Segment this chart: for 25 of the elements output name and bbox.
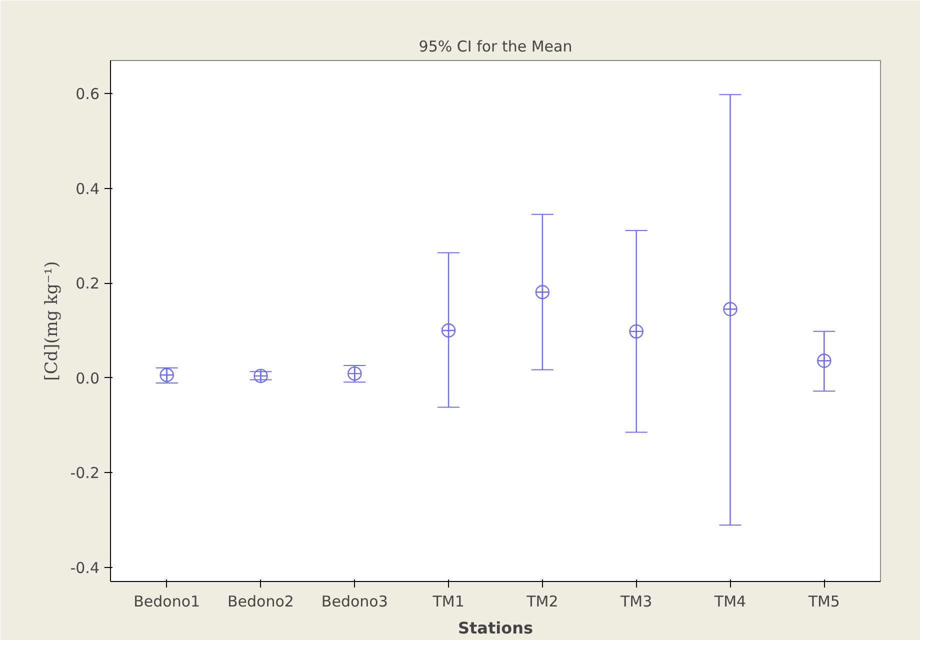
x-tick-label: TM5 [807,592,840,610]
point [441,323,456,338]
y-tick-label: -0.4 [70,558,100,577]
point [723,302,738,316]
point [160,368,174,382]
point [629,324,644,339]
x-tick-label: TM3 [620,592,652,610]
point [817,354,832,368]
chart-title: 95% CI for the Mean [418,38,572,56]
y-tick-label: 0.6 [76,85,100,104]
x-tick-label: Bedono3 [321,592,388,610]
y-tick-label: 0.0 [76,369,100,388]
x-tick-label: TM2 [526,592,558,610]
x-tick-label: Bedono1 [134,592,200,610]
x-tick-label: TM1 [432,592,464,610]
y-tick-label: 0.4 [76,180,100,198]
y-tick-label: -0.2 [70,464,100,482]
y-axis-title: [Cd](mg kg⁻¹) [42,261,62,381]
y-tick-label: 0.2 [76,274,100,293]
x-tick-label: Bedono2 [228,592,294,610]
point [254,368,268,384]
x-axis-title: Stations [458,618,534,638]
point [535,285,550,300]
x-tick-label: TM4 [713,592,746,610]
point [348,366,362,381]
